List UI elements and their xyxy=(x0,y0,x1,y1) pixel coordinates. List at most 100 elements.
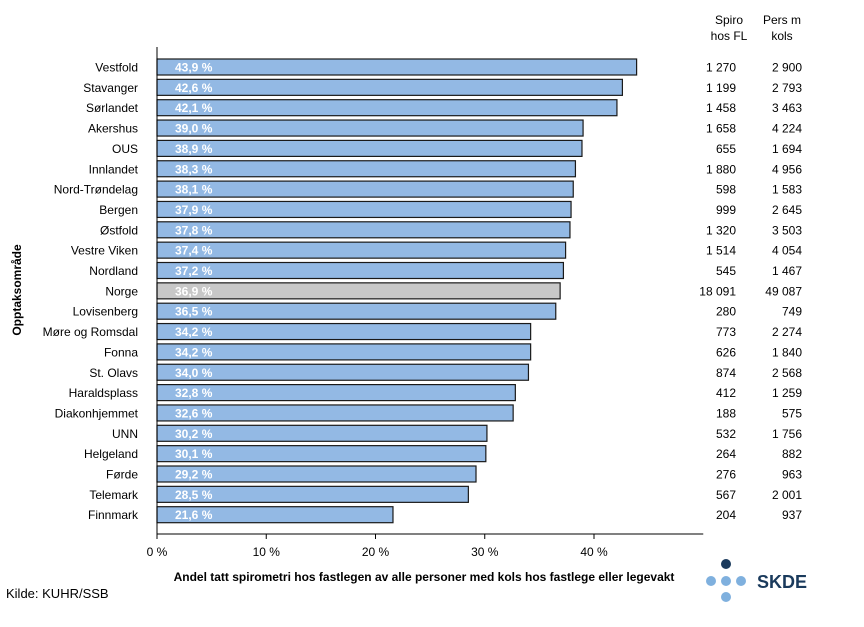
category-label: Diakonhjemmet xyxy=(55,406,139,420)
value-label: 37,8 % xyxy=(175,223,213,237)
bar xyxy=(156,221,571,239)
kols-cell: 1 467 xyxy=(772,264,802,278)
spiro-cell: 188 xyxy=(716,406,736,420)
bar xyxy=(156,160,577,178)
kols-cell: 963 xyxy=(782,468,802,482)
spiro-cell: 412 xyxy=(716,386,736,400)
spiro-cell: 655 xyxy=(716,142,736,156)
bar xyxy=(156,322,532,341)
value-label: 37,4 % xyxy=(175,244,213,258)
spiro-cell: 545 xyxy=(716,264,736,278)
x-axis-label: Andel tatt spirometri hos fastlegen av a… xyxy=(174,570,675,584)
kols-cell: 4 054 xyxy=(772,244,802,258)
value-label: 38,3 % xyxy=(175,162,213,176)
logo-dot xyxy=(721,576,731,586)
x-tick-label: 0 % xyxy=(147,545,168,559)
kols-cell: 2 793 xyxy=(772,81,802,95)
spiro-cell: 276 xyxy=(716,468,736,482)
value-label: 38,1 % xyxy=(175,183,213,197)
spiro-cell: 1 458 xyxy=(706,101,736,115)
x-tick-label: 20 % xyxy=(362,545,390,559)
kols-cell: 1 259 xyxy=(772,386,802,400)
bar xyxy=(156,343,532,361)
kols-cell: 882 xyxy=(782,447,802,461)
category-label: Innlandet xyxy=(89,162,139,176)
value-label: 42,1 % xyxy=(175,101,213,115)
value-label: 43,9 % xyxy=(175,61,213,75)
value-label: 30,2 % xyxy=(175,427,213,441)
value-label: 32,8 % xyxy=(175,386,213,400)
value-label: 34,2 % xyxy=(175,345,213,359)
kols-cell: 4 956 xyxy=(772,162,802,176)
bar xyxy=(156,139,583,157)
kols-cell: 575 xyxy=(782,406,802,420)
category-label: Førde xyxy=(106,468,138,482)
category-labels: Vestfold Stavanger Sørlandet Akershus OUS Inn… xyxy=(43,61,139,523)
value-label: 42,6 % xyxy=(175,81,213,95)
spiro-cell: 204 xyxy=(716,508,736,522)
spiro-cell: 280 xyxy=(716,305,736,319)
value-label: 36,5 % xyxy=(175,305,213,319)
bar xyxy=(156,363,530,381)
kols-cell: 3 503 xyxy=(772,223,802,237)
category-label: UNN xyxy=(112,427,138,441)
value-label: 38,9 % xyxy=(175,142,213,156)
value-label: 39,0 % xyxy=(175,122,213,136)
value-label: 34,2 % xyxy=(175,325,213,339)
logo-text: SKDE xyxy=(757,572,807,592)
value-labels: 43,9 % 42,6 % 42,1 % 39,0 % 38,9 % 38,3 % 38,1… xyxy=(175,61,213,523)
value-label: 34,0 % xyxy=(175,366,213,380)
spiro-cell: 1 514 xyxy=(706,244,736,258)
category-label: Vestre Viken xyxy=(71,244,138,258)
bar xyxy=(156,119,584,137)
spiro-cell: 1 199 xyxy=(706,81,736,95)
category-label: Sørlandet xyxy=(86,101,139,115)
kols-cell: 49 087 xyxy=(765,284,802,298)
category-label: Haraldsplass xyxy=(69,386,138,400)
spiro-cell: 567 xyxy=(716,488,736,502)
kols-cell: 1 840 xyxy=(772,345,802,359)
category-label: Bergen xyxy=(99,203,138,217)
source-note: Kilde: KUHR/SSB xyxy=(6,586,109,601)
value-label: 37,9 % xyxy=(175,203,213,217)
spiro-cell: 1 320 xyxy=(706,223,736,237)
value-label: 36,9 % xyxy=(175,284,213,298)
table-headers: Spiro hos FL Pers m kols xyxy=(711,13,801,43)
kols-cell: 2 645 xyxy=(772,203,802,217)
category-label: Lovisenberg xyxy=(73,305,138,319)
category-label: Helgeland xyxy=(84,447,138,461)
kols-cell: 2 001 xyxy=(772,488,802,502)
column-header: kols xyxy=(771,29,792,43)
kols-cell: 4 224 xyxy=(772,122,802,136)
spiro-cell: 773 xyxy=(716,325,736,339)
logo-dot xyxy=(736,576,746,586)
spiro-cell: 264 xyxy=(716,447,736,461)
logo-dot xyxy=(721,592,731,602)
column-header: hos FL xyxy=(711,29,748,43)
y-axis-label: Opptaksområde xyxy=(10,244,24,336)
kols-cell: 3 463 xyxy=(772,101,802,115)
x-tick-label: 30 % xyxy=(471,545,499,559)
spiro-cell: 18 091 xyxy=(699,284,736,298)
bar xyxy=(156,58,638,76)
value-label: 28,5 % xyxy=(175,488,213,502)
bar xyxy=(156,99,618,117)
category-label: OUS xyxy=(112,142,138,156)
category-label: Vestfold xyxy=(95,61,138,75)
category-label: Akershus xyxy=(88,122,138,136)
kols-cell: 937 xyxy=(782,508,802,522)
value-label: 30,1 % xyxy=(175,447,213,461)
kols-cell: 749 xyxy=(782,305,802,319)
kols-cell: 1 694 xyxy=(772,142,802,156)
spiro-cell: 1 658 xyxy=(706,122,736,136)
bar xyxy=(156,200,572,219)
value-label: 32,6 % xyxy=(175,406,213,420)
bar xyxy=(156,78,624,96)
bar xyxy=(156,241,567,259)
bar xyxy=(156,180,574,198)
kols-cell: 2 900 xyxy=(772,61,802,75)
category-label: Nordland xyxy=(89,264,138,278)
category-label: Østfold xyxy=(100,223,138,237)
kols-cell: 1 583 xyxy=(772,183,802,197)
